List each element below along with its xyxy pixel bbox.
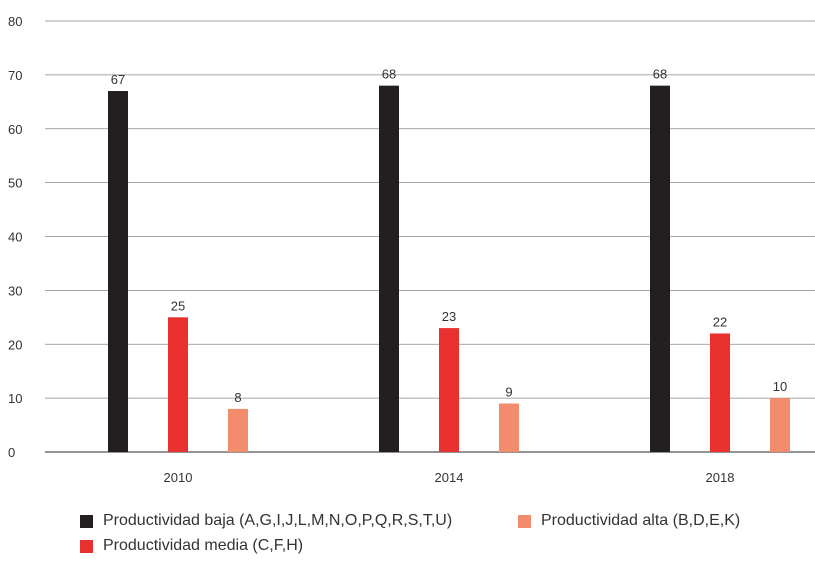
legend-label-baja: Productividad baja (A,G,I,J,L,M,N,O,P,Q,… [103, 512, 453, 529]
bar [499, 403, 519, 452]
y-tick-label: 80 [8, 14, 22, 29]
bar [710, 333, 730, 452]
data-label: 10 [773, 379, 787, 394]
x-tick-label: 2018 [706, 470, 735, 485]
bar [108, 91, 128, 452]
legend-swatch-media [80, 539, 93, 553]
legend-swatch-baja [80, 514, 93, 528]
data-label: 68 [653, 67, 667, 82]
x-tick-label: 2010 [164, 470, 193, 485]
y-tick-label: 50 [8, 176, 22, 191]
data-label: 9 [505, 385, 512, 400]
y-tick-label: 40 [8, 230, 22, 245]
bar [650, 85, 670, 453]
bar [770, 398, 790, 452]
data-label: 23 [442, 309, 456, 324]
bar [168, 317, 188, 452]
data-label: 8 [234, 390, 241, 405]
y-tick-label: 20 [8, 337, 22, 352]
legend-label-media: Productividad media (C,F,H) [103, 537, 304, 554]
legend: Productividad baja (A,G,I,J,L,M,N,O,P,Q,… [80, 512, 800, 562]
y-tick-label: 10 [8, 391, 22, 406]
legend-item-baja: Productividad baja (A,G,I,J,L,M,N,O,P,Q,… [80, 512, 452, 530]
bar-chart: 0 10 20 30 40 50 60 70 80 67 68 68 25 23 22 8 9 10 2010 201… [8, 14, 815, 485]
bar [439, 328, 459, 452]
bar [228, 408, 248, 452]
y-tick-label: 0 [8, 445, 15, 460]
legend-label-alta: Productividad alta (B,D,E,K) [541, 512, 741, 529]
data-label: 22 [713, 314, 727, 329]
y-tick-label: 60 [8, 122, 22, 137]
bar [379, 85, 399, 453]
x-tick-label: 2014 [435, 470, 464, 485]
data-label: 25 [171, 298, 185, 313]
legend-swatch-alta [518, 514, 531, 528]
data-label: 67 [111, 72, 125, 87]
y-tick-label: 30 [8, 283, 22, 298]
y-tick-label: 70 [8, 68, 22, 83]
legend-item-media: Productividad media (C,F,H) [80, 537, 303, 555]
legend-item-alta: Productividad alta (B,D,E,K) [518, 512, 740, 530]
data-label: 68 [382, 67, 396, 82]
